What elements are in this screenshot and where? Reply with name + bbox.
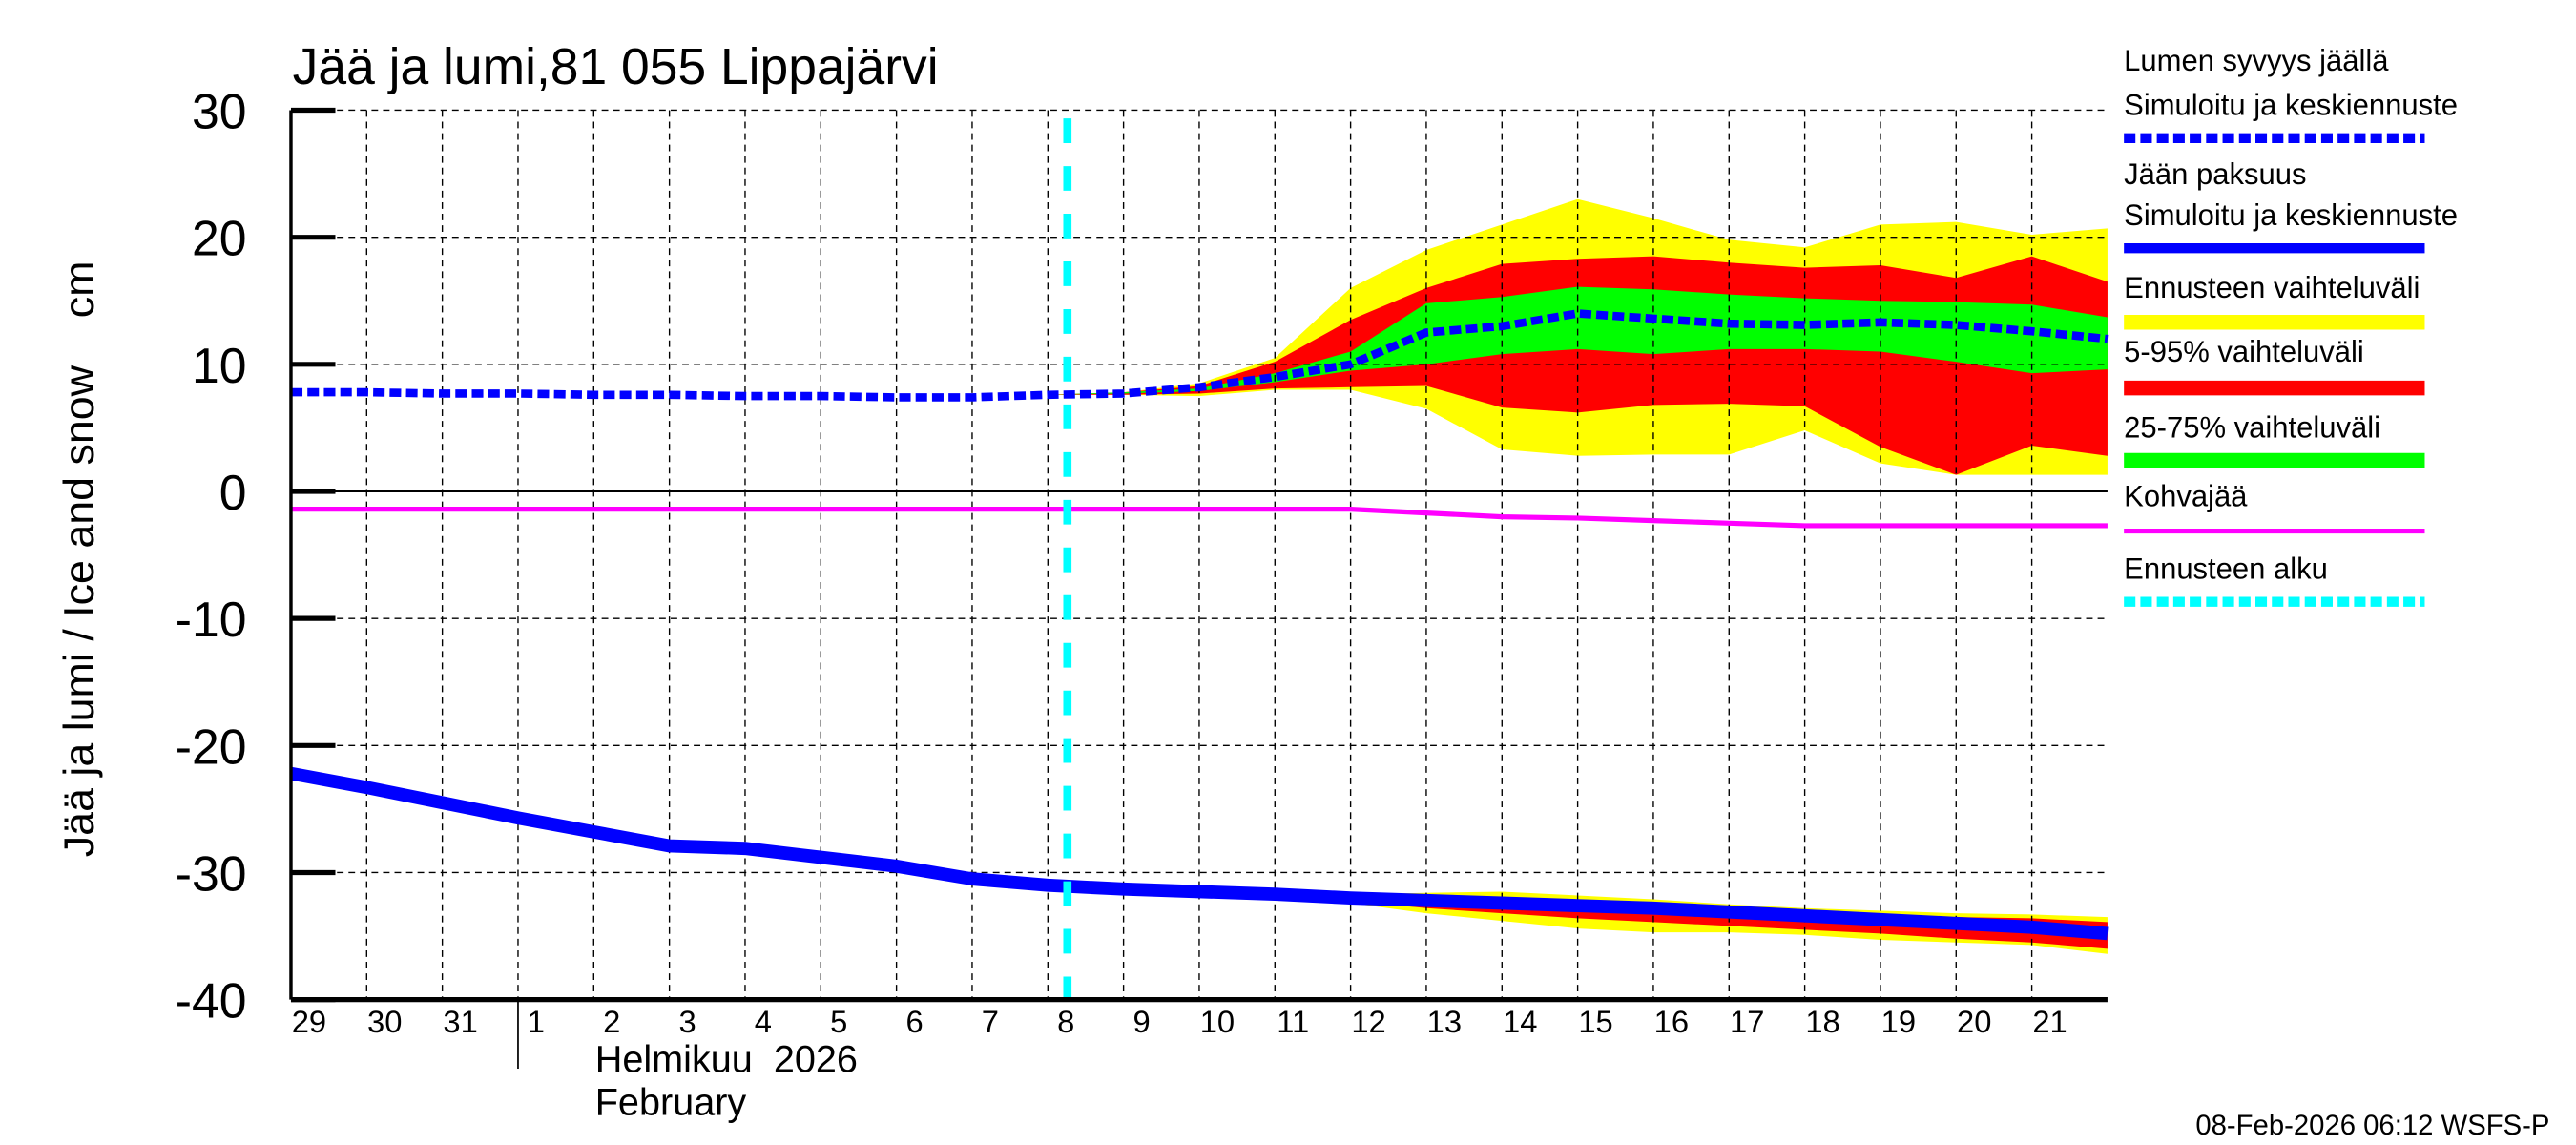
x-tick-label: 2 [603,1004,620,1039]
x-tick-label: 10 [1200,1004,1235,1039]
y-tick-label: 20 [192,211,247,266]
x-tick-label: 11 [1277,1004,1309,1039]
legend-label: Lumen syvyys jäällä [2124,44,2389,77]
x-tick-label: 9 [1132,1004,1150,1039]
x-tick-label: 18 [1805,1004,1839,1039]
x-tick-label: 12 [1351,1004,1385,1039]
grid-layer [290,109,2108,1000]
x-tick-label: 17 [1730,1004,1764,1039]
x-tick-label: 16 [1654,1004,1689,1039]
x-tick-label: 1 [528,1004,545,1039]
y-tick-label: 0 [219,465,247,520]
x-tick-label: 29 [292,1004,326,1039]
slush-ice-line [290,507,2108,529]
y-tick-label: -10 [176,592,247,647]
legend-label: Simuloitu ja keskiennuste [2124,198,2458,232]
month-label-en: February [595,1081,747,1123]
y-tick-label: -40 [176,973,247,1029]
legend: Lumen syvyys jäällä Simuloitu ja keskienn… [2124,44,2458,607]
x-tick-label: 8 [1057,1004,1074,1039]
y-axis-label: Jää ja lumi / Ice and snow cm [55,261,103,858]
legend-label: 5-95% vaihteluväli [2124,335,2364,368]
lines-layer [289,118,2109,1000]
x-tick-label: 19 [1881,1004,1916,1039]
y-tick-label: 10 [192,338,247,393]
x-tick-label: 15 [1578,1004,1612,1039]
x-tick-label: 3 [678,1004,696,1039]
legend-label: Kohvajää [2124,480,2248,513]
y-tick-label: -30 [176,845,247,901]
x-tick-label: 6 [905,1004,923,1039]
x-tick-label: 30 [367,1004,402,1039]
x-tick-label: 13 [1427,1004,1462,1039]
snow-depth-line [290,309,2109,402]
ice-thickness-line [289,766,2109,941]
x-tick-label: 21 [2032,1004,2067,1039]
legend-label: Jään paksuus [2124,157,2306,191]
legend-label: Simuloitu ja keskiennuste [2124,89,2458,122]
chart-title: Jää ja lumi,81 055 Lippajärvi [293,39,939,95]
legend-label: Ennusteen alku [2124,552,2328,586]
legend-label: 25-75% vaihteluväli [2124,410,2380,444]
footer-timestamp: 08-Feb-2026 06:12 WSFS-P [2195,1110,2549,1141]
x-tick-label: 4 [755,1004,772,1039]
x-tick-label: 5 [830,1004,847,1039]
month-label-fi: Helmikuu 2026 [595,1038,858,1080]
y-tick-label: -20 [176,718,247,774]
legend-label: Ennusteen vaihteluväli [2124,271,2420,304]
x-tick-label: 31 [443,1004,477,1039]
y-tick-label: 30 [192,83,247,138]
x-tick-label: 14 [1503,1004,1537,1039]
x-tick-label: 20 [1957,1004,1991,1039]
x-tick-label: 7 [982,1004,999,1039]
